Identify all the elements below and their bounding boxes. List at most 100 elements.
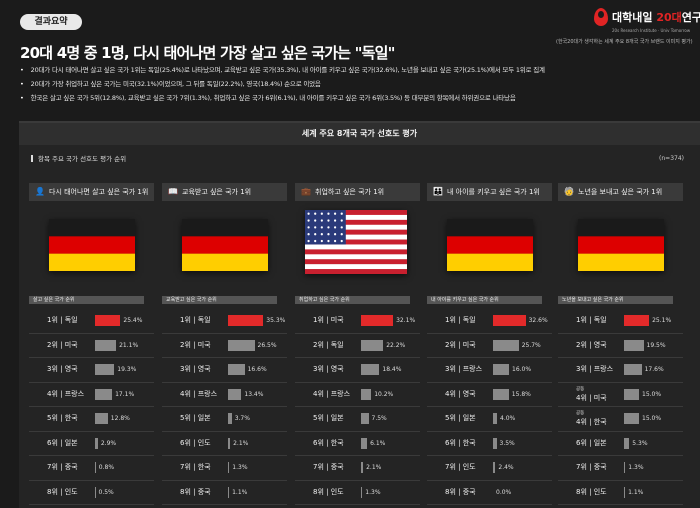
category-label: 3위 | 프랑스: [576, 365, 614, 373]
rank-row: 7위 | 한국 1.3%: [162, 456, 287, 481]
category-label: 1위 | 독일: [445, 316, 476, 324]
rank-row: 7위 | 인도 2.4%: [427, 456, 552, 481]
rank-row: 8위 | 중국 1.1%: [162, 481, 287, 505]
rank-row: 1위 | 독일 25.4%: [29, 309, 154, 334]
data-label: 22.2%: [386, 341, 406, 349]
bar: [95, 364, 115, 375]
panel-subtitle: 항목 주요 국가 선호도 평가 순위: [31, 153, 126, 163]
data-label: 6.1%: [370, 439, 386, 447]
rank-row: 3위 | 프랑스 17.6%: [558, 358, 683, 383]
category-label: 6위 | 한국: [313, 438, 344, 447]
bar: [95, 388, 113, 400]
rank-row: 8위 | 인도 1.1%: [558, 481, 683, 505]
bar: [228, 462, 230, 473]
category-label: 1위 | 독일: [47, 316, 78, 324]
category-label: 5위 | 한국: [47, 414, 78, 422]
data-label: 18.4%: [382, 366, 402, 373]
rank-row: 공동 4위 | 미국 15.0%: [558, 383, 683, 407]
rank-list: 1위 | 독일 35.3% 2위 | 미국 26.5% 3위 | 영국 16.6% 4위 |…: [162, 309, 287, 505]
column-header-label: 노년을 보내고 싶은 국가 1위: [578, 188, 663, 196]
category-label: 7위 | 중국: [313, 463, 344, 471]
data-label: 17.6%: [644, 366, 664, 373]
data-label: 5.3%: [632, 439, 648, 447]
rank-list: 1위 | 독일 25.4% 2위 | 미국 21.1% 3위 | 영국 19.3% 4위 |…: [29, 309, 154, 505]
column-header: 👪 내 아이를 키우고 싶은 국가 1위: [427, 183, 552, 201]
bar: [361, 413, 369, 424]
panel-title: 세계 주요 8개국 국가 선호도 평가: [19, 123, 700, 145]
bar: [228, 388, 242, 400]
rank-row: 7위 | 중국 1.3%: [558, 456, 683, 481]
data-label: 1.3%: [365, 488, 381, 496]
bar: [361, 315, 394, 326]
category-label: 4위 | 프랑스: [180, 389, 218, 398]
rank-row: 5위 | 한국 12.8%: [29, 407, 154, 432]
summary-bullets: 20대가 다시 태어나면 살고 싶은 국가 1위는 독일(25.4%)로 나타났…: [20, 63, 690, 105]
column-header-label: 다시 태어나면 살고 싶은 국가 1위: [49, 188, 149, 196]
rank-row: 2위 | 미국 26.5%: [162, 334, 287, 358]
category-label: 3위 | 영국: [47, 365, 78, 373]
data-label: 15.8%: [511, 390, 531, 398]
category-label: 7위 | 중국: [576, 463, 607, 471]
chart-column: 📖 교육받고 싶은 국가 1위 교육받고 싶은 국가 순위 1위 | 독일 35.3% 2…: [162, 183, 287, 508]
tie-note: 공동: [576, 386, 585, 392]
data-label: 0.0%: [496, 488, 512, 496]
category-label: 3위 | 영국: [180, 365, 211, 373]
preference-panel: 세계 주요 8개국 국가 선호도 평가 항목 주요 국가 선호도 평가 순위 (…: [19, 121, 700, 508]
rank-row: 5위 | 일본 4.0%: [427, 407, 552, 432]
data-label: 2.9%: [100, 439, 117, 447]
bar: [493, 462, 496, 473]
sample-size: (n=374): [659, 155, 684, 162]
chart-title: 교육받고 싶은 국가 순위: [162, 296, 277, 304]
column-header: 👤 다시 태어나면 살고 싶은 국가 1위: [29, 183, 154, 201]
category-label: 6위 | 한국: [445, 438, 476, 447]
summary-bullet: 20대가 가장 취업하고 싶은 국가는 미국(32.1%)이었으며, 그 뒤를 …: [20, 77, 690, 91]
category-label: 3위 | 프랑스: [445, 365, 483, 373]
column-header-label: 교육받고 싶은 국가 1위: [182, 188, 252, 196]
category-label: 공동 4위 | 한국: [576, 411, 607, 426]
germany-flag-icon: [49, 219, 135, 271]
rank-row: 2위 | 독일 22.2%: [295, 334, 420, 358]
chart-title: 취업하고 싶은 국가 순위: [295, 296, 410, 304]
category-label: 1위 | 독일: [180, 316, 211, 324]
germany-flag-icon: [447, 219, 533, 271]
bar: [493, 315, 526, 326]
bar: [228, 315, 264, 326]
data-label: 4.0%: [500, 415, 516, 422]
rank-row: 2위 | 미국 21.1%: [29, 334, 154, 358]
data-label: 7.5%: [371, 415, 387, 422]
bar: [95, 339, 117, 351]
data-label: 26.5%: [257, 341, 277, 349]
data-label: 16.0%: [512, 366, 532, 373]
rank-row: 1위 | 독일 32.6%: [427, 309, 552, 334]
bar: [95, 462, 96, 473]
data-label: 1.3%: [628, 464, 644, 471]
bar: [361, 462, 364, 473]
category-label: 2위 | 미국: [47, 340, 78, 349]
bar: [493, 388, 509, 400]
category-label: 6위 | 인도: [180, 438, 211, 447]
result-summary-badge: 결과요약: [20, 14, 82, 30]
bar: [493, 339, 519, 351]
bar: [624, 486, 626, 498]
data-label: 0.5%: [98, 488, 114, 496]
chart-title: 노년을 보내고 싶은 국가 순위: [558, 296, 673, 304]
rank-row: 4위 | 프랑스 13.4%: [162, 383, 287, 407]
rank-list: 1위 | 독일 25.1% 2위 | 영국 19.5% 3위 | 프랑스 17.6% 공동 4…: [558, 309, 683, 505]
parent-child-icon: 👪: [433, 187, 443, 196]
data-label: 15.0%: [642, 415, 662, 422]
data-label: 19.5%: [646, 341, 666, 349]
data-label: 2.1%: [366, 464, 382, 471]
bar: [228, 413, 232, 424]
rank-row: 1위 | 독일 25.1%: [558, 309, 683, 334]
category-label: 6위 | 일본: [576, 438, 607, 447]
chart-title: 내 아이를 키우고 싶은 국가 순위: [427, 296, 542, 304]
data-label: 15.0%: [642, 390, 662, 398]
data-label: 17.1%: [115, 390, 135, 398]
rank-row: 8위 | 인도 1.3%: [295, 481, 420, 505]
data-label: 32.1%: [396, 317, 416, 324]
category-label: 8위 | 인도: [576, 487, 607, 496]
bar: [493, 364, 509, 375]
data-label: 1.1%: [628, 488, 644, 496]
bar: [624, 388, 639, 400]
